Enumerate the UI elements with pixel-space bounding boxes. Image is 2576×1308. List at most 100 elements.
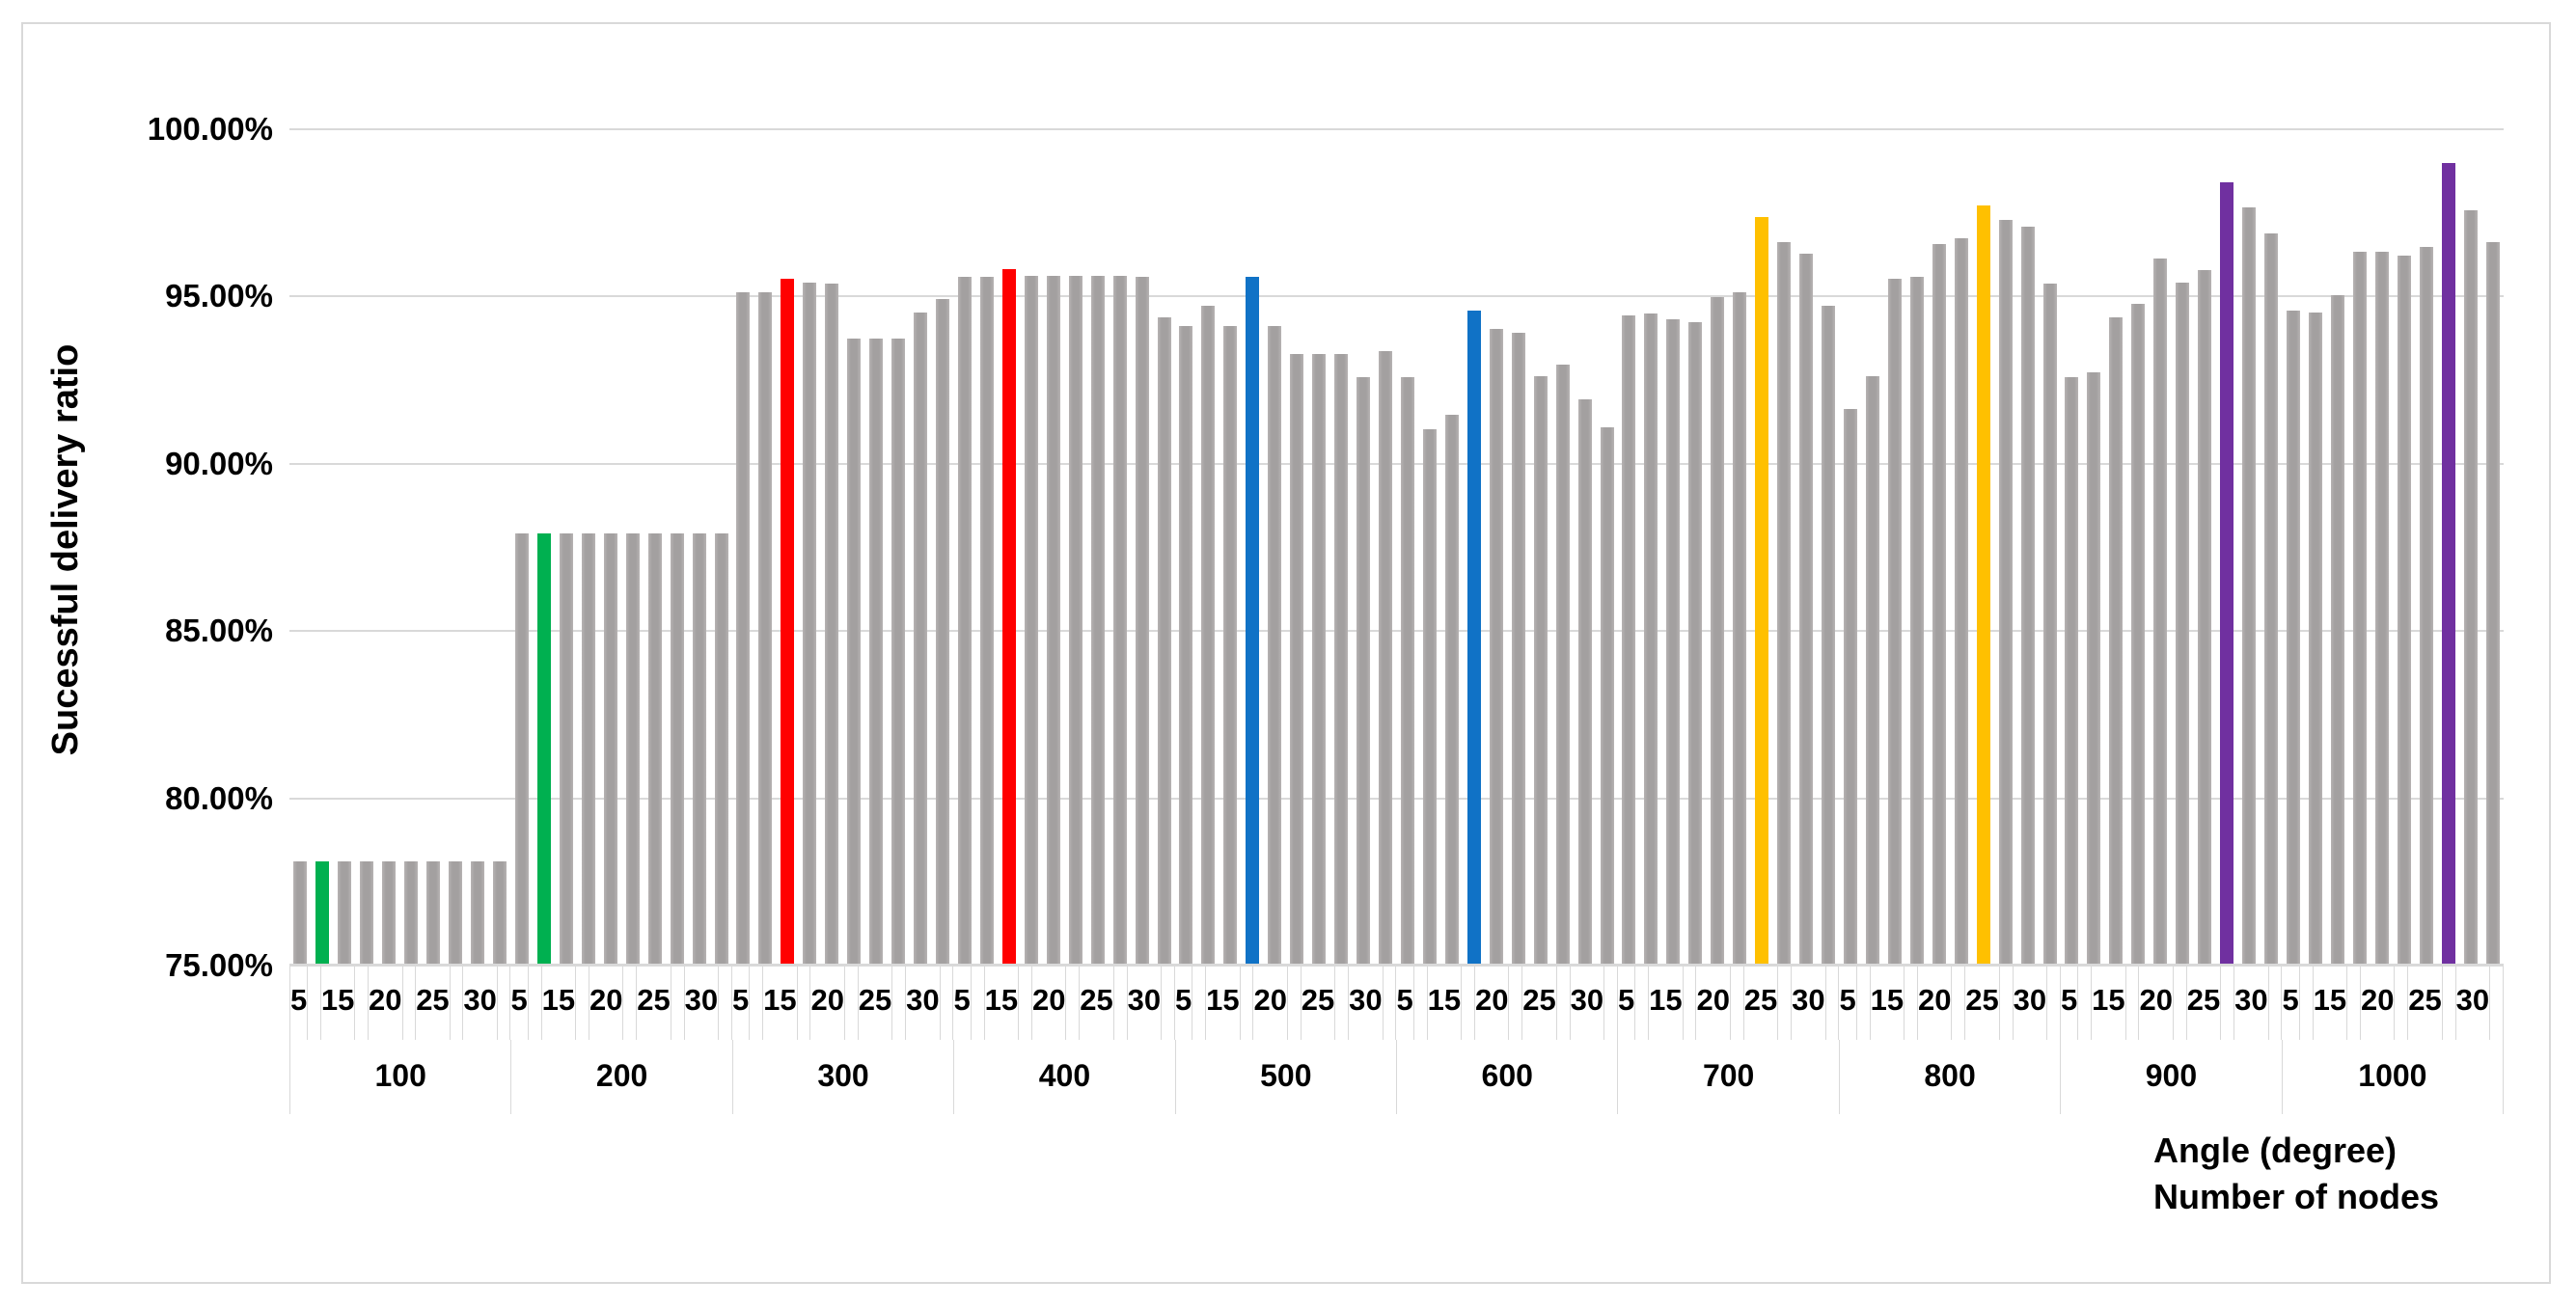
angle-tick-label: 25 xyxy=(1302,966,1336,1040)
node-count-label-1000: 1000 xyxy=(2283,1040,2505,1114)
bar-cell xyxy=(1950,128,1972,965)
bar-cell xyxy=(1375,128,1397,965)
highlighted-bar xyxy=(2441,163,2455,965)
bar-cell xyxy=(1485,128,1507,965)
highlighted-bar xyxy=(315,860,330,965)
bar xyxy=(692,532,706,965)
angle-tick-label xyxy=(719,966,732,1040)
angle-tick-label: 30 xyxy=(1349,966,1384,1040)
bar-cell xyxy=(599,128,621,965)
angle-tick-label xyxy=(2443,966,2456,1040)
bar xyxy=(2087,372,2101,965)
bar xyxy=(625,532,640,965)
bar-cell xyxy=(1418,128,1440,965)
bar-cell xyxy=(1153,128,1175,965)
bar-cell xyxy=(1751,128,1773,965)
angle-tick-label xyxy=(1684,966,1697,1040)
angle-tick-label xyxy=(451,966,464,1040)
y-axis-title: Sucessful delivery ratio xyxy=(45,343,86,756)
bar-cell xyxy=(2261,128,2283,965)
angle-tick-label xyxy=(671,966,685,1040)
angle-tick-label: 15 xyxy=(542,966,577,1040)
angle-tick-label: 20 xyxy=(2361,966,2396,1040)
bar xyxy=(957,277,972,965)
highlighted-bar xyxy=(1246,277,1260,965)
bar-cell xyxy=(1994,128,2016,965)
gridline xyxy=(289,295,2504,298)
plot-area xyxy=(289,128,2504,967)
angle-tick-label xyxy=(2300,966,2314,1040)
bar-cell xyxy=(1662,128,1685,965)
bar xyxy=(2131,304,2146,965)
bar xyxy=(1179,325,1193,965)
angle-tick-label: 30 xyxy=(2014,966,2048,1040)
angle-tick-label xyxy=(403,966,417,1040)
bar-cell xyxy=(1618,128,1640,965)
bar xyxy=(2065,377,2079,965)
bar-cell xyxy=(1905,128,1928,965)
bar-cell xyxy=(1020,128,1042,965)
bar xyxy=(2352,252,2367,965)
bar xyxy=(338,860,352,965)
bar-cell xyxy=(1397,128,1419,965)
angle-tick-label: 5 xyxy=(732,966,751,1040)
x-axis-line xyxy=(289,964,2504,966)
angle-tick-label xyxy=(1905,966,1918,1040)
angle-tick-label xyxy=(1731,966,1744,1040)
angle-tick-label xyxy=(2347,966,2361,1040)
node-count-label-500: 500 xyxy=(1176,1040,1398,1114)
bar-group-600 xyxy=(1397,128,1619,965)
bar xyxy=(1777,241,1792,965)
y-tick-label: 75.00% xyxy=(165,947,273,983)
bar-cell xyxy=(975,128,998,965)
bar-cell xyxy=(2127,128,2150,965)
bar xyxy=(1334,354,1349,965)
bar xyxy=(2397,255,2411,965)
bar xyxy=(559,532,573,965)
bar-group-300 xyxy=(732,128,954,965)
bar xyxy=(2286,311,2300,965)
angle-tick-label: 20 xyxy=(2139,966,2174,1040)
bar xyxy=(2242,206,2257,965)
angle-tick-label: 15 xyxy=(2092,966,2126,1040)
bar-cell xyxy=(2304,128,2326,965)
node-count-label-100: 100 xyxy=(289,1040,512,1114)
angle-tick-label: 5 xyxy=(511,966,529,1040)
highlighted-bar xyxy=(1466,311,1481,965)
bar-group-400 xyxy=(954,128,1176,965)
bar xyxy=(1666,318,1681,965)
angle-tick-label: 30 xyxy=(1571,966,1605,1040)
bar xyxy=(1511,332,1525,965)
angle-tick-label xyxy=(1462,966,1475,1040)
bar xyxy=(2198,270,2212,965)
bar xyxy=(426,860,441,965)
bar-cell xyxy=(621,128,644,965)
tick-group-600: 5 15 20 25 30 xyxy=(1397,966,1619,1040)
bar-cell xyxy=(2481,128,2504,965)
node-count-label-row: 100 200 300 400 500 600 700 800 900 1000 xyxy=(289,1040,2505,1114)
bar xyxy=(2109,316,2124,965)
bar-group-800 xyxy=(1840,128,2062,965)
bar xyxy=(1644,313,1658,965)
bar xyxy=(647,532,662,965)
angle-tick-label xyxy=(1778,966,1793,1040)
bar xyxy=(1489,329,1503,965)
highlighted-bar xyxy=(1976,204,1990,965)
bar xyxy=(404,860,419,965)
angle-tick-label: 5 xyxy=(1618,966,1636,1040)
bar-cell xyxy=(2039,128,2061,965)
y-tick-label: 85.00% xyxy=(165,613,273,649)
bar xyxy=(1024,275,1038,965)
bar xyxy=(1201,305,1216,965)
bar-group-500 xyxy=(1175,128,1397,965)
bar-cell xyxy=(2150,128,2172,965)
node-count-label-800: 800 xyxy=(1840,1040,2062,1114)
bar-cell xyxy=(1840,128,1862,965)
bar-cell xyxy=(400,128,423,965)
angle-tick-label: 5 xyxy=(2283,966,2300,1040)
bar xyxy=(736,291,751,965)
angle-tick-label xyxy=(1162,966,1175,1040)
bar xyxy=(1600,427,1614,965)
bar-cell xyxy=(2172,128,2194,965)
node-count-label-300: 300 xyxy=(733,1040,955,1114)
